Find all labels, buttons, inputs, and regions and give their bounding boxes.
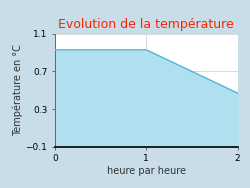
Title: Evolution de la température: Evolution de la température [58, 18, 234, 31]
Y-axis label: Température en °C: Température en °C [12, 44, 23, 136]
X-axis label: heure par heure: heure par heure [107, 166, 186, 176]
